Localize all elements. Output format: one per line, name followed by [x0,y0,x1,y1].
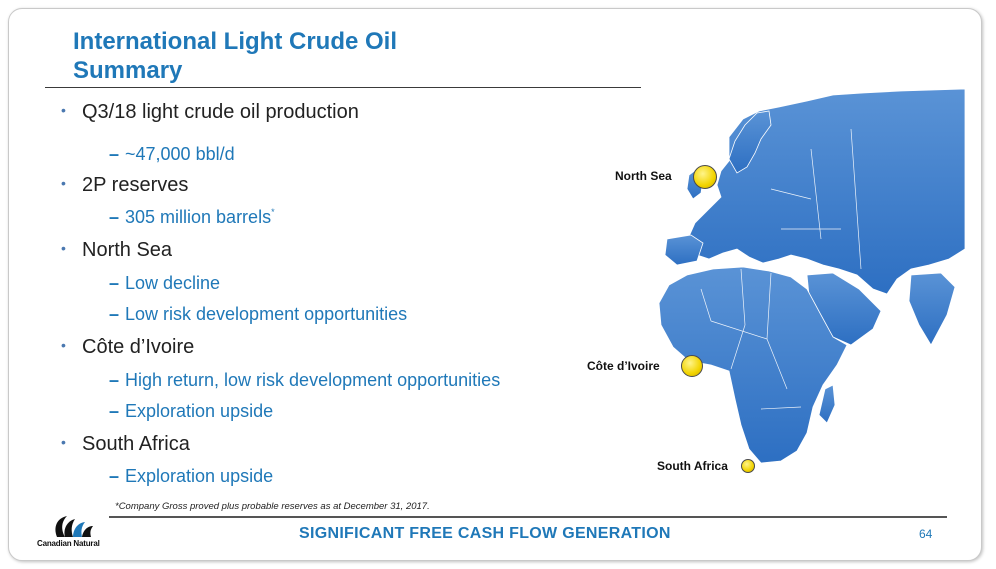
cote-divoire-marker-icon [681,355,703,377]
south-africa-marker-icon [741,459,755,473]
slide-title: International Light Crude Oil Summary [73,27,397,85]
title-line-2: Summary [73,57,183,84]
bullet-dot-icon: • [61,240,66,256]
north-sea-marker-icon [693,165,717,189]
dash-icon: – [109,401,120,421]
footer-tagline: SIGNIFICANT FREE CASH FLOW GENERATION [299,525,671,542]
cote-divoire-label: Côte d’Ivoire [587,359,660,373]
sub-bullet-low-decline: – Low decline [109,273,221,293]
bullet-production: • Q3/18 light crude oil production [61,101,359,123]
bullet-dot-icon: • [61,434,66,450]
sub-bullet-production: – ~47,000 bbl/d [109,144,235,164]
scandinavia-landmass [728,110,772,174]
sub-bullet-reserves: –305 million barrels* [109,207,275,227]
eurasia-landmass [686,88,966,295]
page-number: 64 [919,527,933,541]
map-graphic [658,88,966,464]
title-divider [45,87,641,88]
dash-icon: – [109,144,120,164]
bullet-cote-divoire: • Côte d’Ivoire [61,336,195,358]
dash-icon: – [109,273,120,293]
dash-icon: – [109,466,120,486]
country-borders [700,128,862,410]
sub-bullet-exploration-sa: – Exploration upside [109,466,274,486]
sub-bullet-high-return: – High return, low risk development oppor… [109,370,501,390]
title-line-1: International Light Crude Oil [73,28,397,55]
iberia-landmass [664,234,704,266]
india-landmass [908,272,956,346]
dash-icon: – [109,207,120,227]
bullet-south-africa: • South Africa [61,433,190,455]
bullet-dot-icon: • [61,175,66,191]
company-logo: Canadian Natural [37,513,113,553]
footnote: *Company Gross proved plus probable rese… [115,501,430,512]
south-africa-label: South Africa [657,459,728,473]
footnote-marker: * [271,207,275,217]
dash-icon: – [109,304,120,324]
slide: International Light Crude Oil Summary • Q… [8,8,982,561]
madagascar-landmass [818,384,836,424]
bullet-dot-icon: • [61,337,66,353]
bullet-north-sea: • North Sea [61,239,173,261]
region-map: North Sea Côte d’Ivoire South Africa [587,88,966,489]
logo-icon [55,516,93,537]
bullet-2p-reserves: • 2P reserves [61,174,189,196]
footer-divider [109,516,947,518]
sub-bullet-low-risk: – Low risk development opportunities [109,304,408,324]
sub-bullet-exploration-ci: – Exploration upside [109,401,274,421]
bullet-dot-icon: • [61,102,66,118]
north-sea-label: North Sea [615,169,672,183]
dash-icon: – [109,370,120,390]
logo-wordmark: Canadian Natural [37,539,100,548]
